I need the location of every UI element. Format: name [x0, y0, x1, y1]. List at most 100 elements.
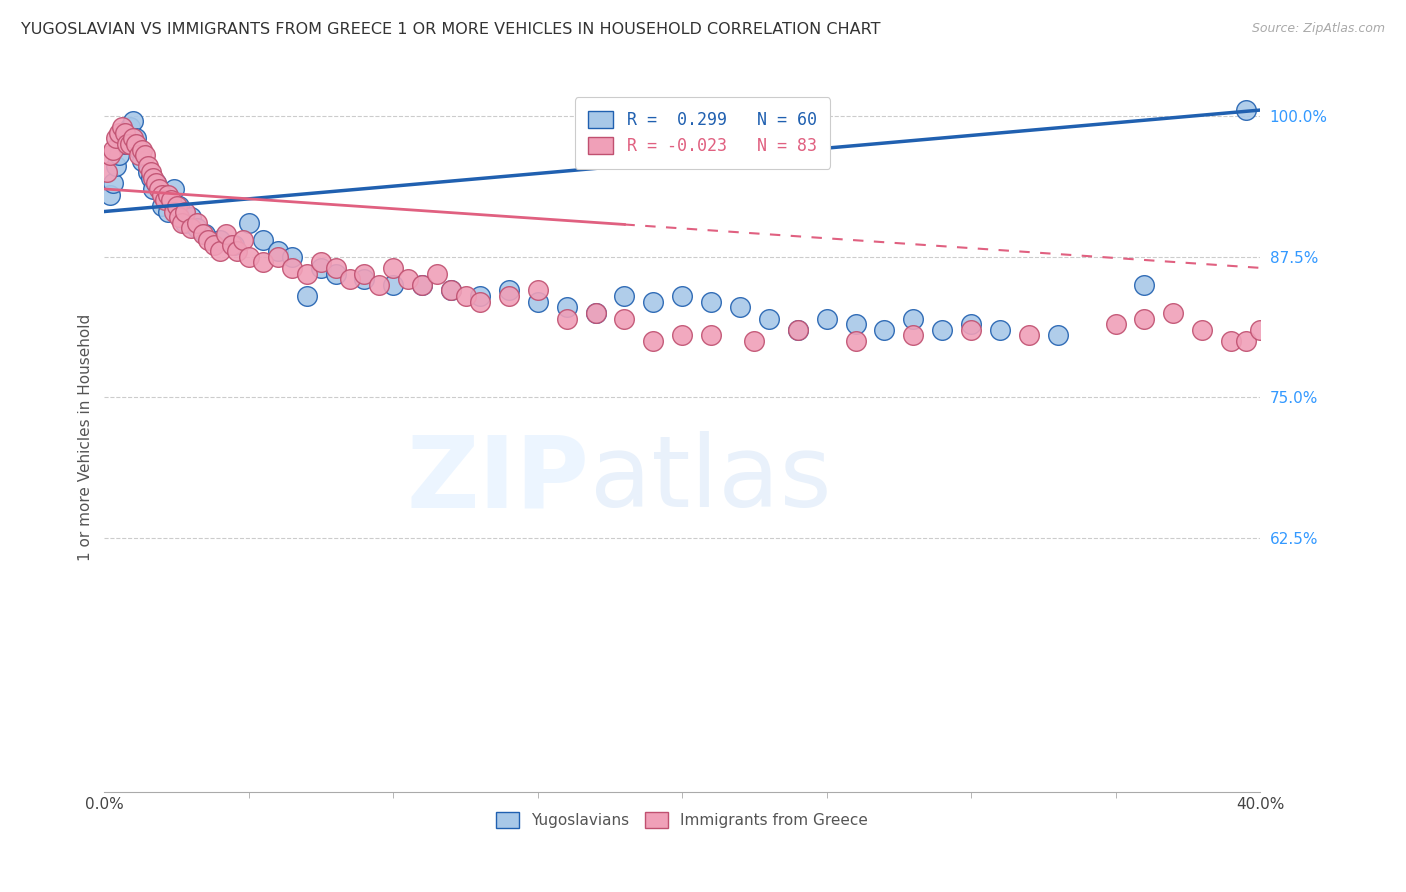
Point — [224, 238, 246, 252]
Point — [325, 260, 347, 275]
Point — [221, 238, 243, 252]
Point — [191, 227, 214, 241]
Point — [98, 148, 121, 162]
Point — [498, 284, 520, 298]
Point — [440, 284, 463, 298]
Point — [163, 204, 186, 219]
Point — [728, 301, 751, 315]
Point — [96, 165, 118, 179]
Point — [396, 272, 419, 286]
Point — [931, 323, 953, 337]
Point — [903, 328, 925, 343]
Point — [114, 136, 136, 151]
Point — [160, 193, 183, 207]
Point — [671, 289, 693, 303]
Point — [186, 216, 208, 230]
Point — [139, 165, 162, 179]
Point — [844, 317, 866, 331]
Point — [758, 311, 780, 326]
Point — [98, 187, 121, 202]
Point — [309, 260, 332, 275]
Point — [169, 210, 191, 224]
Point — [295, 267, 318, 281]
Point — [142, 182, 165, 196]
Point — [700, 328, 723, 343]
Point — [815, 311, 838, 326]
Point — [339, 272, 361, 286]
Point — [139, 170, 162, 185]
Point — [104, 131, 127, 145]
Point — [174, 216, 197, 230]
Point — [114, 126, 136, 140]
Point — [643, 294, 665, 309]
Point — [111, 131, 134, 145]
Point — [101, 177, 124, 191]
Point — [1336, 323, 1358, 337]
Point — [186, 221, 208, 235]
Point — [194, 227, 217, 241]
Point — [101, 143, 124, 157]
Point — [325, 267, 347, 281]
Point — [108, 126, 131, 140]
Point — [382, 277, 405, 292]
Point — [468, 289, 491, 303]
Point — [1163, 306, 1185, 320]
Point — [122, 131, 145, 145]
Point — [125, 131, 148, 145]
Text: YUGOSLAVIAN VS IMMIGRANTS FROM GREECE 1 OR MORE VEHICLES IN HOUSEHOLD CORRELATIO: YUGOSLAVIAN VS IMMIGRANTS FROM GREECE 1 … — [21, 22, 880, 37]
Point — [585, 306, 607, 320]
Y-axis label: 1 or more Vehicles in Household: 1 or more Vehicles in Household — [79, 313, 93, 560]
Point — [226, 244, 249, 258]
Point — [108, 136, 131, 151]
Point — [128, 143, 150, 157]
Point — [468, 294, 491, 309]
Point — [643, 334, 665, 348]
Point — [232, 233, 254, 247]
Text: Source: ZipAtlas.com: Source: ZipAtlas.com — [1251, 22, 1385, 36]
Point — [172, 216, 194, 230]
Point — [555, 301, 578, 315]
Point — [613, 289, 636, 303]
Point — [613, 311, 636, 326]
Point — [131, 143, 153, 157]
Point — [197, 233, 219, 247]
Point — [903, 311, 925, 326]
Point — [382, 260, 405, 275]
Point — [136, 165, 159, 179]
Point — [174, 204, 197, 219]
Point — [367, 277, 389, 292]
Point — [1234, 334, 1257, 348]
Point — [180, 210, 202, 224]
Point — [208, 233, 231, 247]
Point — [215, 227, 238, 241]
Point — [202, 238, 225, 252]
Point — [1133, 311, 1156, 326]
Point — [117, 136, 139, 151]
Point — [1220, 334, 1243, 348]
Point — [145, 177, 167, 191]
Point — [526, 294, 548, 309]
Point — [166, 199, 188, 213]
Point — [1046, 328, 1069, 343]
Point — [252, 233, 274, 247]
Point — [134, 148, 156, 162]
Point — [426, 267, 449, 281]
Point — [786, 323, 808, 337]
Legend: Yugoslavians, Immigrants from Greece: Yugoslavians, Immigrants from Greece — [491, 805, 875, 834]
Point — [411, 277, 433, 292]
Point — [156, 187, 179, 202]
Point — [238, 216, 260, 230]
Point — [111, 120, 134, 134]
Point — [1104, 317, 1126, 331]
Point — [128, 148, 150, 162]
Point — [960, 317, 983, 331]
Point — [960, 323, 983, 337]
Point — [163, 182, 186, 196]
Point — [120, 120, 142, 134]
Point — [153, 193, 176, 207]
Text: ZIP: ZIP — [406, 431, 589, 528]
Point — [120, 136, 142, 151]
Point — [873, 323, 896, 337]
Point — [252, 255, 274, 269]
Point — [700, 294, 723, 309]
